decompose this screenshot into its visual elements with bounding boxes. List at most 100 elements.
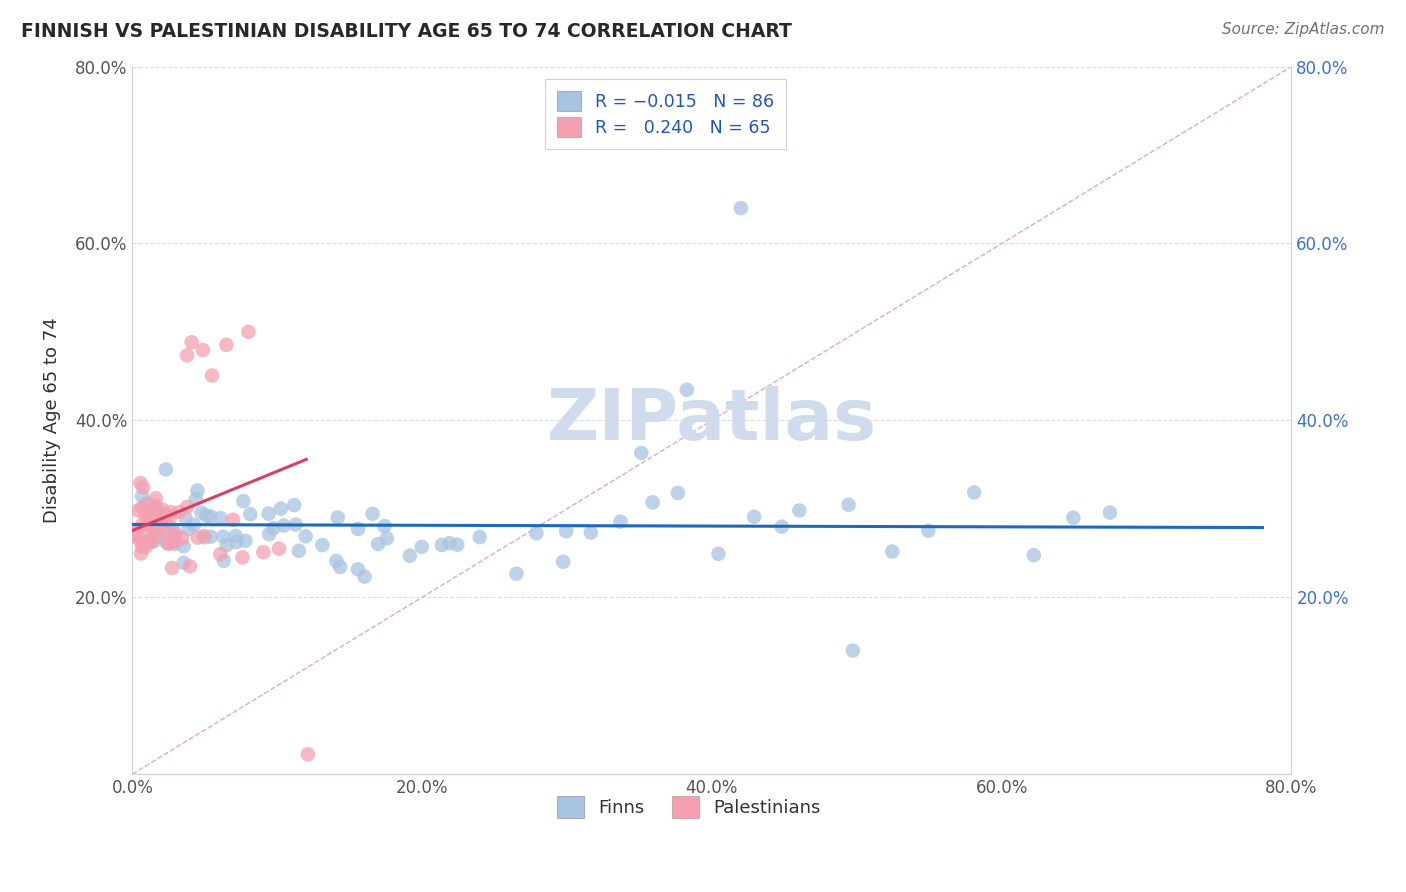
Point [187, 531, 209, 545]
Point [235, 533, 257, 548]
Point [347, 562, 370, 576]
Point [609, 515, 631, 529]
Point [165, 527, 187, 541]
Point [194, 530, 217, 544]
Point [917, 524, 939, 538]
Point [128, 533, 150, 547]
Point [180, 335, 202, 350]
Point [297, 747, 319, 762]
Point [215, 338, 238, 352]
Point [157, 537, 180, 551]
Point [143, 529, 166, 543]
Point [430, 538, 453, 552]
Point [127, 503, 149, 517]
Point [375, 531, 398, 545]
Point [666, 486, 689, 500]
Point [257, 527, 280, 541]
Point [173, 539, 195, 553]
Point [838, 498, 860, 512]
Point [141, 507, 163, 521]
Point [124, 528, 146, 542]
Point [212, 554, 235, 568]
Point [156, 525, 179, 540]
Point [136, 496, 159, 510]
Point [143, 500, 166, 515]
Point [231, 550, 253, 565]
Point [212, 530, 235, 544]
Point [842, 643, 865, 657]
Point [963, 485, 986, 500]
Point [143, 512, 166, 526]
Point [273, 518, 295, 533]
Point [347, 522, 370, 536]
Point [136, 531, 159, 545]
Point [142, 534, 165, 549]
Point [200, 530, 222, 544]
Point [770, 519, 793, 533]
Point [162, 522, 184, 536]
Point [131, 540, 153, 554]
Point [630, 446, 652, 460]
Point [132, 517, 155, 532]
Point [252, 545, 274, 559]
Point [398, 549, 420, 563]
Point [222, 513, 245, 527]
Point [186, 483, 208, 498]
Point [176, 348, 198, 362]
Point [150, 515, 173, 529]
Point [155, 523, 177, 537]
Point [200, 509, 222, 524]
Text: Source: ZipAtlas.com: Source: ZipAtlas.com [1222, 22, 1385, 37]
Point [353, 570, 375, 584]
Point [184, 492, 207, 507]
Point [139, 533, 162, 547]
Text: FINNISH VS PALESTINIAN DISABILITY AGE 65 TO 74 CORRELATION CHART: FINNISH VS PALESTINIAN DISABILITY AGE 65… [21, 22, 792, 41]
Point [141, 534, 163, 549]
Point [284, 517, 307, 532]
Point [131, 489, 153, 503]
Point [149, 511, 172, 525]
Point [174, 511, 197, 525]
Point [179, 559, 201, 574]
Point [139, 509, 162, 524]
Point [675, 383, 697, 397]
Point [326, 510, 349, 524]
Point [215, 538, 238, 552]
Point [149, 507, 172, 521]
Point [707, 547, 730, 561]
Point [267, 541, 290, 556]
Point [139, 513, 162, 527]
Point [505, 566, 527, 581]
Point [159, 505, 181, 519]
Point [183, 517, 205, 532]
Point [446, 538, 468, 552]
Point [163, 534, 186, 549]
Point [294, 529, 316, 543]
Point [209, 547, 232, 561]
Point [148, 528, 170, 542]
Point [127, 522, 149, 536]
Point [145, 491, 167, 506]
Point [138, 503, 160, 517]
Point [195, 508, 218, 523]
Point [152, 515, 174, 529]
Point [270, 501, 292, 516]
Point [742, 509, 765, 524]
Point [136, 498, 159, 512]
Point [156, 518, 179, 533]
Point [135, 518, 157, 533]
Point [191, 343, 214, 357]
Point [125, 526, 148, 541]
Point [145, 525, 167, 540]
Point [730, 201, 752, 215]
Point [129, 546, 152, 560]
Point [148, 504, 170, 518]
Point [232, 494, 254, 508]
Point [132, 480, 155, 494]
Point [239, 507, 262, 521]
Point [367, 537, 389, 551]
Point [225, 535, 247, 549]
Point [138, 517, 160, 532]
Point [789, 503, 811, 517]
Point [139, 515, 162, 529]
